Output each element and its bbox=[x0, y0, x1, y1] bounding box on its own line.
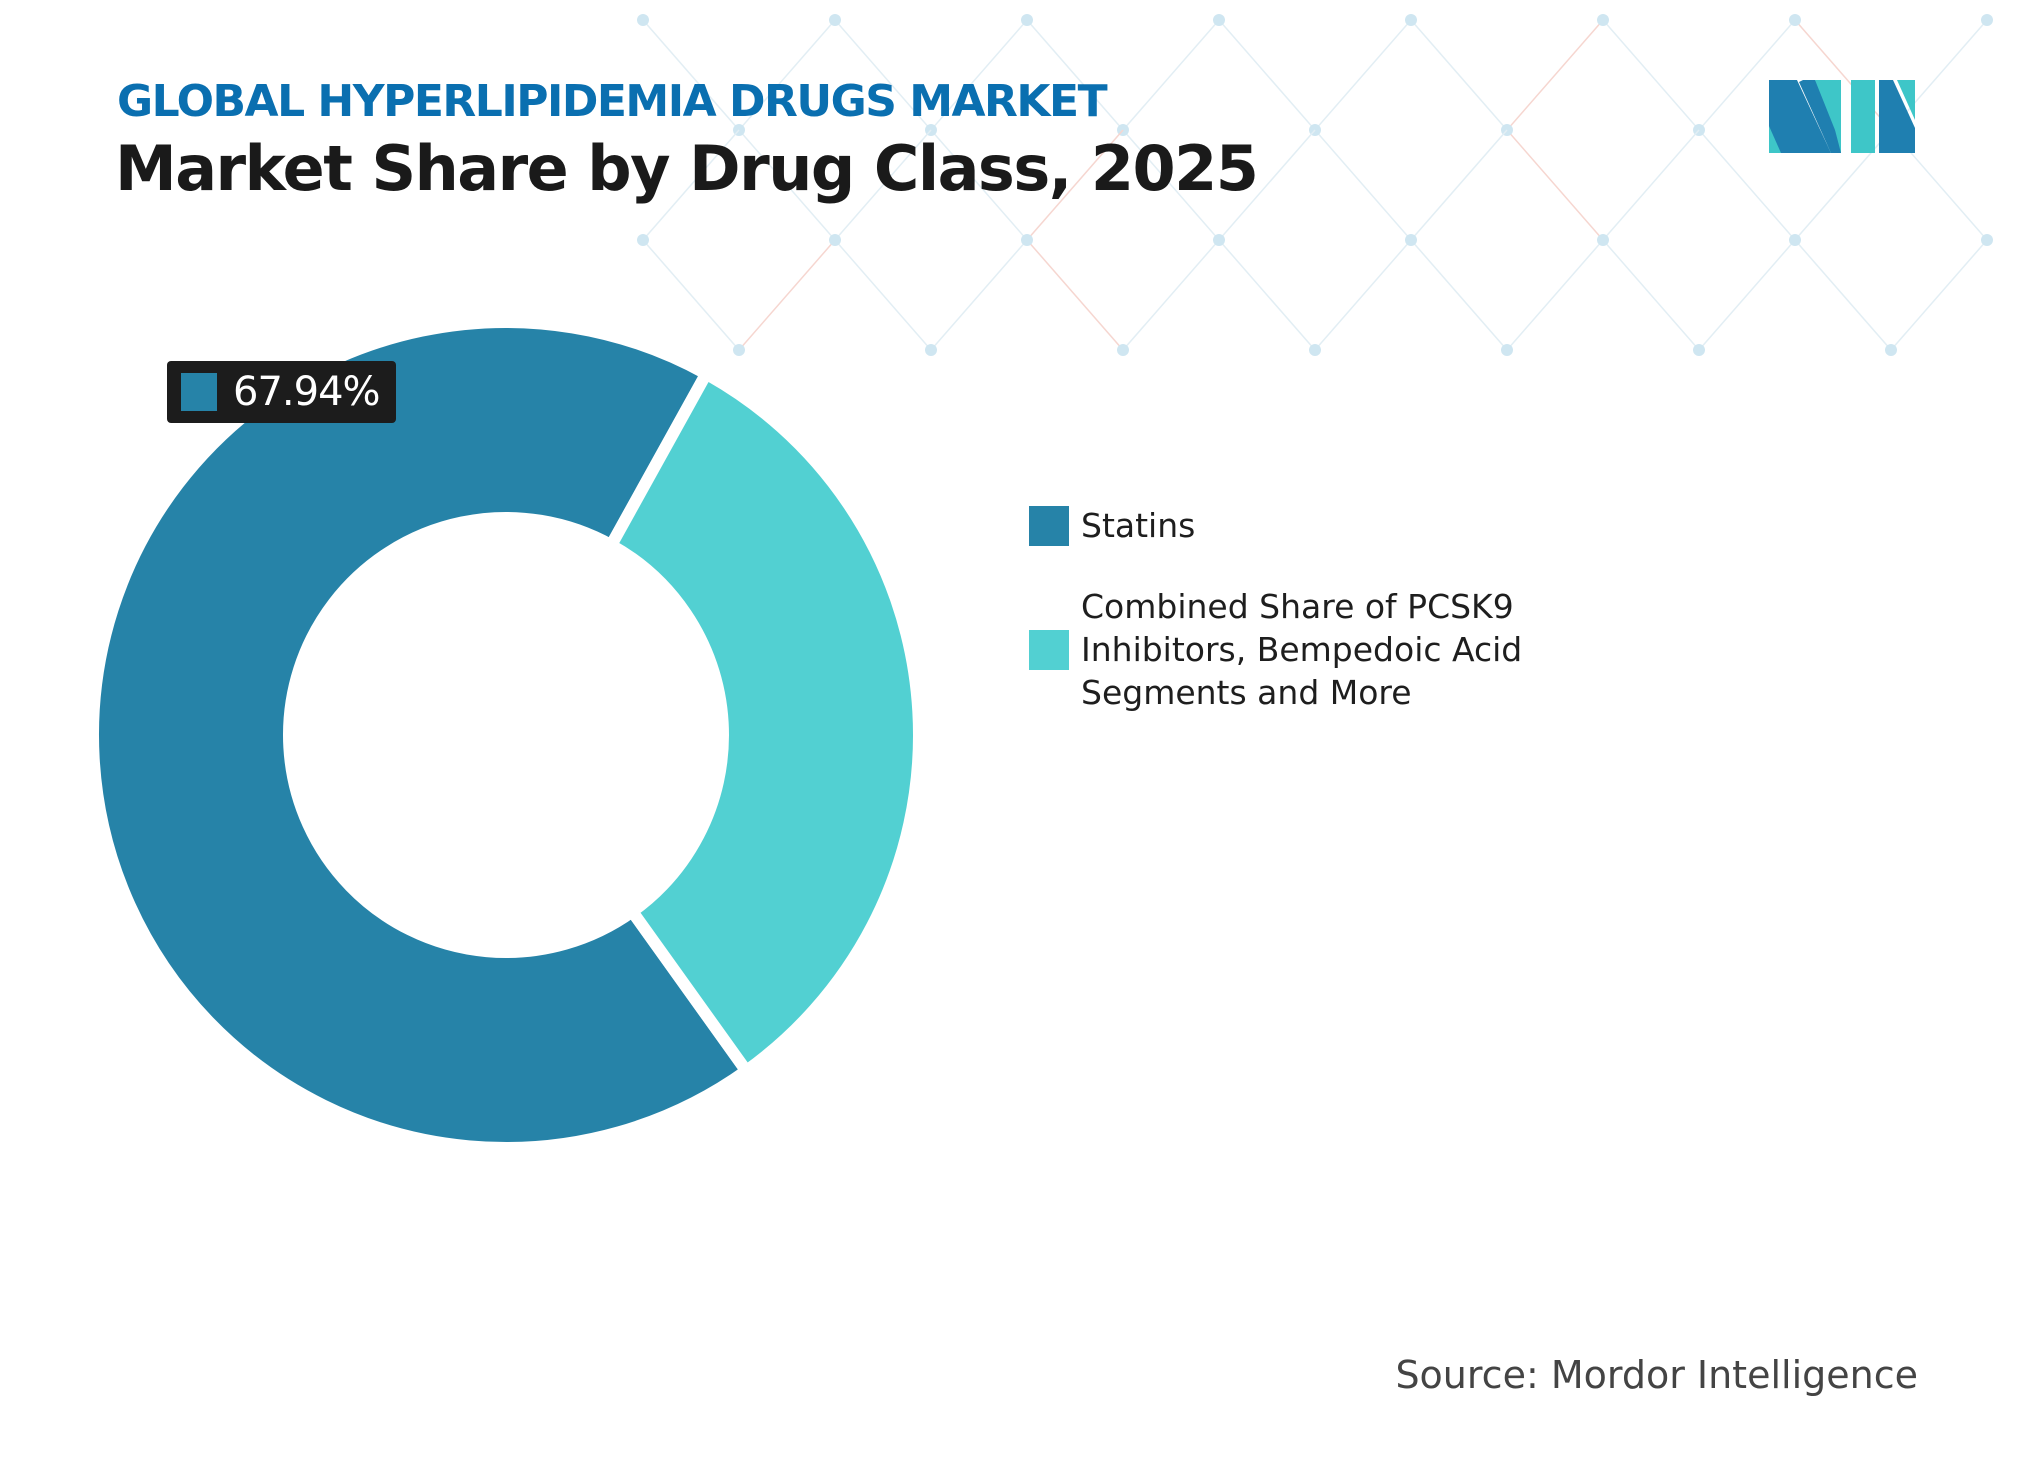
pattern-line bbox=[1698, 129, 1796, 241]
legend-swatch bbox=[1029, 629, 1069, 670]
pattern-line bbox=[642, 239, 740, 351]
pattern-dot bbox=[1789, 234, 1801, 246]
pattern-line bbox=[1122, 19, 1220, 131]
pattern-dot bbox=[1405, 234, 1417, 246]
pattern-line bbox=[1794, 239, 1892, 351]
pattern-line bbox=[1410, 239, 1508, 351]
pattern-line bbox=[1698, 19, 1796, 131]
legend-item-others: Combined Share of PCSK9 Inhibitors, Bemp… bbox=[1029, 585, 1601, 714]
pattern-line bbox=[1314, 19, 1412, 131]
pattern-line bbox=[930, 239, 1028, 351]
pattern-line bbox=[738, 239, 836, 351]
pattern-dot bbox=[1213, 234, 1225, 246]
legend-item-statins: Statins bbox=[1029, 504, 1601, 547]
chart-title: Market Share by Drug Class, 2025 bbox=[115, 132, 1259, 205]
pattern-dot bbox=[1981, 14, 1993, 26]
pattern-line bbox=[1122, 129, 1220, 241]
pattern-dot bbox=[829, 14, 841, 26]
pattern-line bbox=[1026, 129, 1124, 241]
pattern-line bbox=[930, 129, 1028, 241]
pattern-line bbox=[1602, 239, 1700, 351]
pattern-dot bbox=[637, 14, 649, 26]
legend-label: Combined Share of PCSK9 Inhibitors, Bemp… bbox=[1081, 587, 1523, 712]
mordor-intelligence-logo bbox=[1769, 80, 1915, 153]
pattern-line bbox=[1026, 19, 1124, 131]
pattern-dot bbox=[1405, 14, 1417, 26]
pattern-line bbox=[1890, 239, 1988, 351]
donut-slice-statins bbox=[87, 316, 755, 1154]
pattern-line bbox=[738, 19, 836, 131]
pattern-line bbox=[834, 19, 932, 131]
pattern-line bbox=[1602, 19, 1700, 131]
pattern-line bbox=[1218, 129, 1316, 241]
pattern-line bbox=[738, 129, 836, 241]
pattern-line bbox=[1506, 19, 1604, 131]
pattern-line bbox=[1218, 239, 1316, 351]
pattern-dot bbox=[1021, 234, 1033, 246]
legend-label: Statins bbox=[1081, 506, 1196, 545]
pattern-dot bbox=[1117, 344, 1129, 356]
data-label-text: 67.94% bbox=[233, 369, 381, 415]
pattern-line bbox=[642, 19, 740, 131]
data-label-statins: 67.94% bbox=[167, 361, 396, 423]
pattern-line bbox=[1314, 239, 1412, 351]
pattern-line bbox=[834, 129, 932, 241]
pattern-line bbox=[1410, 19, 1508, 131]
pattern-line bbox=[1698, 239, 1796, 351]
pattern-dot bbox=[1981, 234, 1993, 246]
chart-subtitle: GLOBAL HYPERLIPIDEMIA DRUGS MARKET bbox=[117, 76, 1108, 127]
pattern-line bbox=[642, 129, 740, 241]
pattern-dot bbox=[1597, 234, 1609, 246]
pattern-line bbox=[1122, 239, 1220, 351]
pattern-line bbox=[930, 19, 1028, 131]
pattern-dot bbox=[1789, 14, 1801, 26]
pattern-line bbox=[1026, 239, 1124, 351]
pattern-line bbox=[1506, 129, 1604, 241]
pattern-line bbox=[1506, 239, 1604, 351]
pattern-dot bbox=[733, 344, 745, 356]
pattern-dot bbox=[1501, 344, 1513, 356]
pattern-dot bbox=[1309, 344, 1321, 356]
pattern-dot bbox=[1885, 344, 1897, 356]
pattern-line bbox=[834, 239, 932, 351]
pattern-dot bbox=[1021, 14, 1033, 26]
pattern-dot bbox=[1693, 344, 1705, 356]
pattern-line bbox=[1602, 129, 1700, 241]
donut-slice-others bbox=[603, 365, 925, 1080]
pattern-line bbox=[1314, 129, 1412, 241]
data-label-swatch bbox=[181, 373, 217, 411]
pattern-dot bbox=[1213, 14, 1225, 26]
pattern-dot bbox=[637, 234, 649, 246]
source-note: Source: Mordor Intelligence bbox=[1395, 1353, 1918, 1397]
pattern-line bbox=[1218, 19, 1316, 131]
pattern-dot bbox=[829, 234, 841, 246]
pattern-line bbox=[1410, 129, 1508, 241]
pattern-dot bbox=[925, 344, 937, 356]
legend-swatch bbox=[1029, 505, 1069, 546]
pattern-dot bbox=[1597, 14, 1609, 26]
